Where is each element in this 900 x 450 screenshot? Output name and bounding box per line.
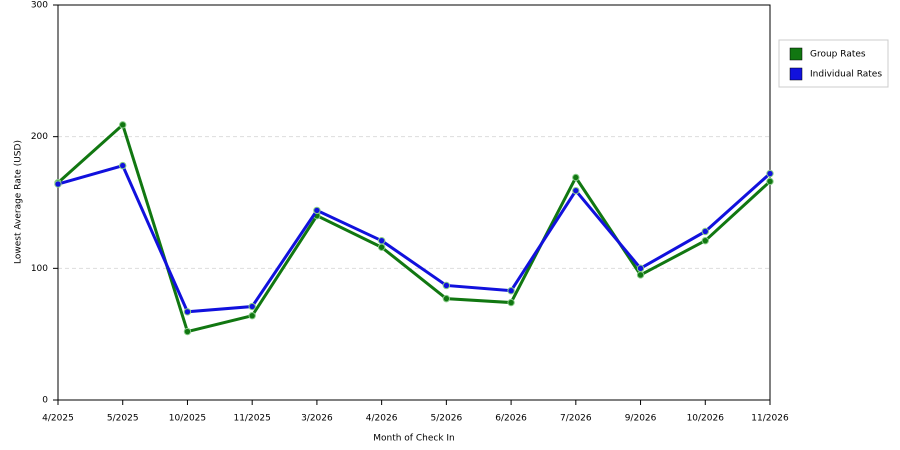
legend-swatch	[789, 47, 803, 61]
point	[183, 327, 192, 336]
y-tick-label: 300	[31, 1, 48, 11]
point	[766, 169, 774, 178]
x-tick-label: 4/2026	[366, 414, 398, 424]
y-tick-label: 200	[31, 132, 48, 142]
x-tick-label: 10/2025	[169, 414, 206, 424]
point	[442, 281, 451, 290]
point	[248, 302, 256, 311]
point	[248, 312, 256, 320]
point	[507, 287, 515, 295]
series-line	[56, 122, 772, 334]
point	[377, 236, 386, 245]
point	[701, 227, 709, 236]
point	[701, 236, 709, 245]
x-tick-label: 5/2025	[107, 414, 139, 424]
legend-swatch	[789, 67, 803, 81]
x-tick-label: 11/2025	[233, 414, 270, 424]
x-tick-label: 9/2026	[625, 414, 657, 424]
point	[766, 177, 774, 186]
x-tick-label: 10/2026	[687, 414, 725, 424]
x-tick-label: 5/2026	[431, 414, 463, 424]
point	[377, 243, 386, 251]
point	[442, 294, 451, 303]
y-tick-label: 0	[42, 396, 48, 406]
x-tick-label: 3/2026	[301, 414, 333, 424]
point	[572, 173, 580, 182]
x-tick-label: 11/2026	[751, 414, 789, 424]
y-tick-label: 100	[31, 264, 48, 274]
plot-frame	[57, 4, 771, 401]
point	[119, 161, 127, 170]
point	[183, 308, 192, 316]
point	[313, 206, 321, 215]
x-tick-label: 7/2026	[560, 414, 592, 424]
point	[572, 186, 580, 195]
x-tick-label: 6/2026	[495, 414, 527, 424]
point	[507, 298, 515, 307]
point	[636, 271, 645, 279]
y-axis-label: Lowest Average Rate (USD)	[14, 140, 24, 264]
point	[54, 180, 62, 188]
x-tick-label: 4/2025	[42, 414, 74, 424]
legend-label: Group Rates	[810, 50, 866, 60]
x-axis-label: Month of Check In	[373, 434, 455, 444]
legend-label: Individual Rates	[810, 70, 882, 80]
series-line	[57, 163, 772, 314]
point	[119, 121, 127, 129]
point	[636, 264, 645, 273]
